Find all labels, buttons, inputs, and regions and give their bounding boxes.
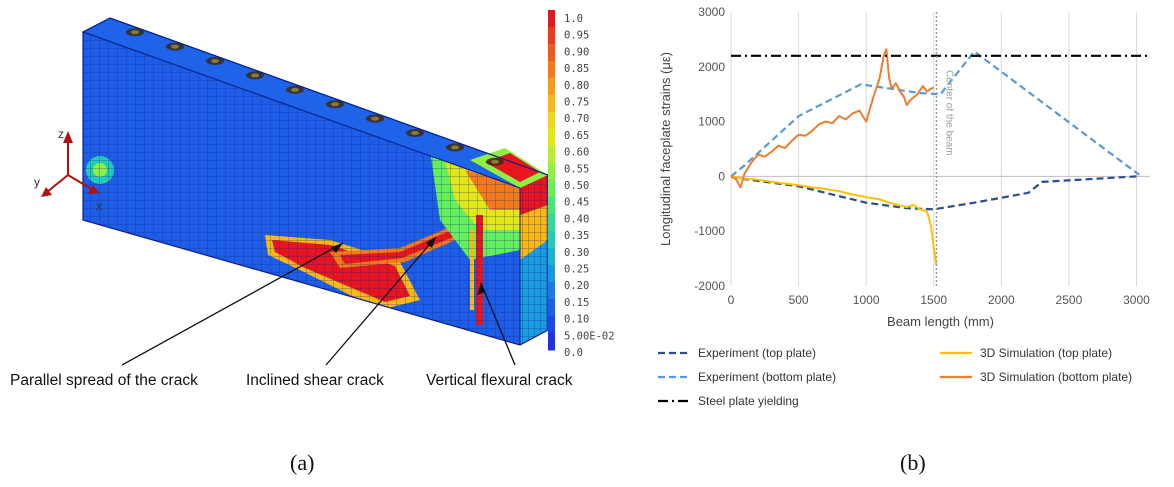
- colorbar-segment: [548, 265, 555, 283]
- colorbar-tick-label: 0.45: [564, 197, 589, 209]
- colorbar-tick-label: 0.25: [564, 264, 589, 276]
- x-tick-label: 1500: [920, 293, 947, 307]
- x-tick-label: 2000: [988, 293, 1015, 307]
- colorbar-tick-label: 0.85: [564, 63, 589, 75]
- x-tick-label: 3000: [1123, 293, 1150, 307]
- axis-z-label: z: [58, 127, 64, 141]
- loading-pad-center: [251, 73, 259, 78]
- legend-label: 3D Simulation (bottom plate): [980, 370, 1132, 384]
- legend-label: Steel plate yielding: [698, 394, 799, 408]
- colorbar-tick-label: 0.10: [564, 314, 589, 326]
- coordinate-axes: [41, 131, 99, 197]
- y-tick-label: -2000: [694, 279, 725, 293]
- loading-pad-center: [371, 116, 379, 121]
- legend-label: 3D Simulation (top plate): [980, 346, 1112, 360]
- chart-legend: Experiment (top plate) 3D Simulation (top…: [658, 346, 1132, 408]
- panel-b: -2000 -1000 0 1000 2000 3000 0 500 1000 1500 2000…: [640, 0, 1174, 482]
- loading-pads: [126, 28, 504, 166]
- colorbar-tick-label: 0.95: [564, 30, 589, 42]
- series-line: [730, 175, 938, 266]
- loading-pad-center: [131, 30, 139, 35]
- colorbar-segment: [548, 248, 555, 266]
- loading-pad-center: [331, 102, 339, 107]
- x-tick-label: 0: [728, 293, 735, 307]
- y-axis-label: Longitudinal faceplate strains (με): [658, 52, 673, 246]
- colorbar-tick-label: 0.70: [564, 113, 589, 125]
- chart-series: [730, 48, 1150, 266]
- colorbar-segment: [548, 231, 555, 249]
- x-tick-label: 500: [789, 293, 809, 307]
- panel-a: z y x 1.0 0.95 0.90 0.85 0.80 0.75 0.70 0.65 0.6…: [10, 10, 615, 475]
- x-tick-label: 2500: [1056, 293, 1083, 307]
- colorbar-segment: [548, 27, 555, 45]
- colorbar-tick-label: 0.90: [564, 46, 589, 58]
- colorbar-segment: [548, 180, 555, 198]
- y-tick-label: 3000: [698, 5, 725, 19]
- colorbar-tick-label: 0.40: [564, 213, 589, 225]
- colorbar-segment: [548, 299, 555, 317]
- annotation-parallel-spread: Parallel spread of the crack: [10, 372, 198, 389]
- colorbar-tick-label: 5.00E-02: [564, 330, 615, 342]
- colorbar-segment: [548, 333, 555, 351]
- colorbar-segment: [548, 282, 555, 300]
- loading-pad-center: [451, 145, 459, 150]
- loading-pad-center: [291, 87, 299, 92]
- caption-b: (b): [900, 450, 926, 475]
- y-tick-label: 2000: [698, 60, 725, 74]
- x-axis-ticks: 0 500 1000 1500 2000 2500 3000: [728, 293, 1150, 307]
- chart-grid: [730, 12, 1137, 286]
- colorbar-segment: [548, 61, 555, 79]
- colorbar-segment: [548, 316, 555, 334]
- colorbar-segment: [548, 78, 555, 96]
- colorbar-tick-label: 1.0: [564, 13, 583, 25]
- colorbar-tick-label: 0.30: [564, 247, 589, 259]
- x-tick-label: 1000: [853, 293, 880, 307]
- caption-a: (a): [290, 450, 314, 475]
- damage-contours: [83, 32, 520, 345]
- colorbar: 1.0 0.95 0.90 0.85 0.80 0.75 0.70 0.65 0.60 0.55 0…: [548, 10, 615, 359]
- colorbar-segment: [548, 163, 555, 181]
- colorbar-segment: [548, 112, 555, 130]
- colorbar-segment: [548, 129, 555, 147]
- colorbar-segment: [548, 95, 555, 113]
- fe-model-figure: z y x 1.0 0.95 0.90 0.85 0.80 0.75 0.70 0.65 0.6…: [10, 10, 615, 475]
- strain-chart: -2000 -1000 0 1000 2000 3000 0 500 1000 1500 2000…: [658, 5, 1150, 475]
- loading-pad-center: [491, 159, 499, 164]
- y-tick-label: 1000: [698, 115, 725, 129]
- colorbar-tick-label: 0.15: [564, 297, 589, 309]
- colorbar-segment: [548, 10, 555, 28]
- colorbar-segment: [548, 44, 555, 62]
- annotation-arrows: [121, 236, 516, 366]
- series-line: [730, 50, 1140, 178]
- colorbar-segment: [548, 146, 555, 164]
- colorbar-segment: [548, 214, 555, 232]
- colorbar-tick-label: 0.55: [564, 163, 589, 175]
- colorbar-tick-label: 0.35: [564, 230, 589, 242]
- annotation-vertical-flexural: Vertical flexural crack: [426, 372, 573, 389]
- axis-x-label: x: [96, 199, 102, 213]
- annotation-inclined-shear: Inclined shear crack: [246, 372, 384, 389]
- colorbar-tick-label: 0.20: [564, 280, 589, 292]
- series-line: [730, 48, 935, 189]
- loading-pad-center: [211, 59, 219, 63]
- colorbar-tick-label: 0.65: [564, 130, 589, 142]
- legend-label: Experiment (top plate): [698, 346, 816, 360]
- colorbar-tick-label: 0.0: [564, 347, 583, 359]
- axis-y-label: y: [34, 175, 40, 189]
- colorbar-tick-label: 0.75: [564, 97, 589, 109]
- loading-pad-center: [411, 131, 419, 135]
- y-axis-ticks: -2000 -1000 0 1000 2000 3000: [694, 5, 725, 293]
- colorbar-tick-label: 0.60: [564, 147, 589, 159]
- x-axis-label: Beam length (mm): [887, 314, 994, 329]
- colorbar-tick-label: 0.80: [564, 80, 589, 92]
- y-tick-label: -1000: [694, 224, 725, 238]
- loading-pad-center: [171, 44, 179, 49]
- y-tick-label: 0: [718, 169, 725, 183]
- center-marker-label: Center of the beam: [943, 70, 954, 156]
- colorbar-tick-label: 0.50: [564, 180, 589, 192]
- colorbar-segment: [548, 197, 555, 215]
- legend-label: Experiment (bottom plate): [698, 370, 836, 384]
